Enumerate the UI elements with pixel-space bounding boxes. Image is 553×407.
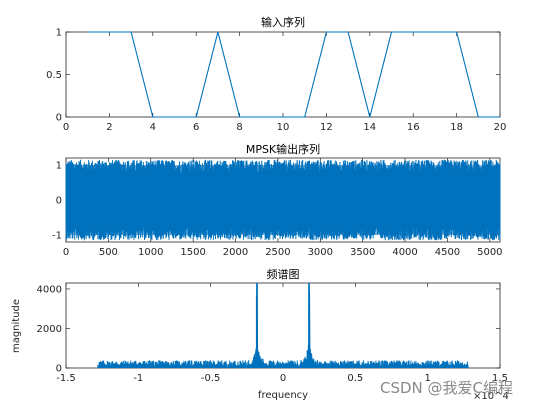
x-tick-label: 2000 bbox=[223, 247, 248, 258]
x-tick-label: 12 bbox=[320, 122, 333, 133]
y-tick-label: 1 bbox=[56, 161, 62, 172]
x-tick-label: 1500 bbox=[180, 247, 205, 258]
y-tick-label: 4000 bbox=[37, 284, 62, 295]
x-tick-label: 4 bbox=[150, 122, 156, 133]
x-exponent-label: ×10^4 bbox=[473, 391, 509, 402]
x-tick-label: 16 bbox=[407, 122, 420, 133]
x-tick-label: 1.5 bbox=[492, 373, 508, 384]
y-tick-label: -1 bbox=[52, 231, 62, 242]
ylabel-magnitude: magnitude bbox=[11, 299, 22, 353]
x-tick-label: 6 bbox=[193, 122, 199, 133]
x-tick-label: 2 bbox=[106, 122, 112, 133]
x-tick-label: 8 bbox=[236, 122, 242, 133]
x-tick-label: 2500 bbox=[265, 247, 290, 258]
x-tick-label: 18 bbox=[450, 122, 463, 133]
signal-density-band bbox=[66, 165, 500, 235]
x-tick-label: -1.5 bbox=[56, 373, 76, 384]
subplot-mpsk-output: MPSK输出序列 0 500 1000 1500 2000 2500 3000 3500 400… bbox=[52, 142, 503, 258]
x-tick-label: 0 bbox=[63, 247, 69, 258]
series-line-input bbox=[87, 31, 500, 118]
y-tick-label: 0.5 bbox=[46, 70, 62, 81]
x-tick-label: -1 bbox=[133, 373, 143, 384]
subplot-input-sequence: 输入序列 0 2 4 6 8 10 12 14 16 18 20 0 0.5 1 bbox=[46, 15, 506, 133]
y-tick-label: 1 bbox=[56, 28, 62, 39]
x-tick-label: 10 bbox=[277, 122, 290, 133]
x-tick-label: 500 bbox=[99, 247, 118, 258]
x-tick-label: 3000 bbox=[308, 247, 333, 258]
x-tick-label: 1000 bbox=[138, 247, 163, 258]
y-tick-label: 0 bbox=[56, 364, 62, 375]
x-tick-label: 5000 bbox=[477, 247, 502, 258]
x-tick-label: 0 bbox=[280, 373, 286, 384]
watermark: CSDN @我爱C编程 bbox=[380, 379, 514, 397]
plot-area-frame bbox=[65, 31, 501, 118]
y-tick-label: 0 bbox=[56, 113, 62, 124]
subplot-spectrum: 频谱图 -1.5 -1 -0.5 0 0.5 1 1.5 0 2000 4000 frequenc… bbox=[11, 267, 509, 402]
x-tick-label: 1 bbox=[424, 373, 430, 384]
x-tick-label: 0 bbox=[63, 122, 69, 133]
x-tick-label: 14 bbox=[363, 122, 376, 133]
x-tick-label: 0.5 bbox=[347, 373, 363, 384]
title-input-sequence: 输入序列 bbox=[261, 15, 305, 29]
y-tick-label: 2000 bbox=[37, 324, 62, 335]
y-tick-label: 0 bbox=[56, 196, 62, 207]
x-tick-label: 3500 bbox=[350, 247, 375, 258]
x-tick-label: 4000 bbox=[392, 247, 417, 258]
x-tick-label: 4500 bbox=[435, 247, 460, 258]
series-line-spectrum bbox=[97, 282, 469, 369]
xlabel-frequency: frequency bbox=[258, 390, 308, 401]
plot-area-frame bbox=[65, 282, 501, 369]
x-tick-label: -0.5 bbox=[201, 373, 221, 384]
title-spectrum: 频谱图 bbox=[267, 267, 300, 281]
x-tick-label: 20 bbox=[494, 122, 507, 133]
title-mpsk-output: MPSK输出序列 bbox=[246, 142, 320, 156]
